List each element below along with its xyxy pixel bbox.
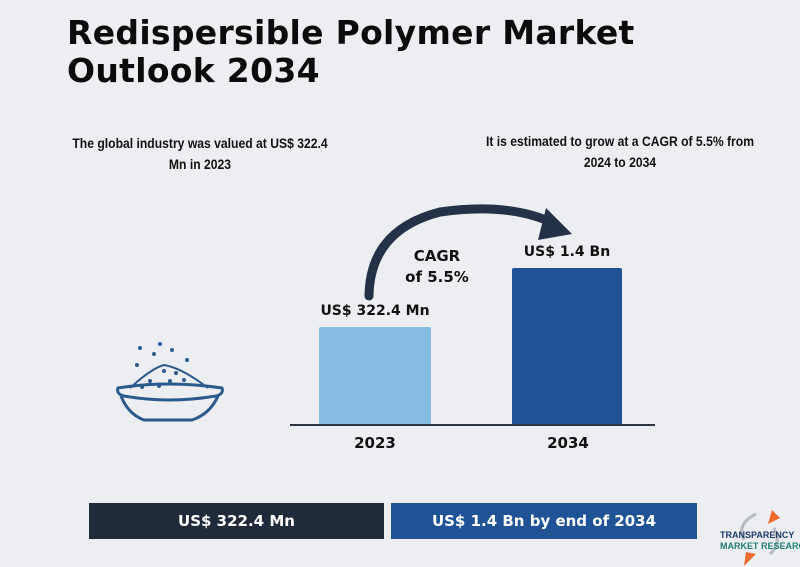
cagr-value: of 5.5% [405,268,469,286]
bar-2034 [512,268,622,425]
powder-bowl-icon [116,342,224,422]
data-label-2023: US$ 322.4 Mn [320,303,430,320]
value-box-2034: US$ 1.4 Bn by end of 2034 [391,503,697,539]
summary-left: The global industry was valued at US$ 32… [72,136,328,172]
cagr-label: CAGR [413,247,461,265]
title-line-2: Outlook 2034 [67,51,320,90]
logo-text-2: MARKET RESEARCH [720,541,800,551]
x-tick-2034: 2034 [547,434,589,452]
x-tick-2023: 2023 [354,434,396,452]
x-axis-line [290,424,655,426]
data-label-2034: US$ 1.4 Bn [523,244,611,260]
summary-right: It is estimated to grow at a CAGR of 5.5… [485,134,755,170]
title-line-1: Redispersible Polymer Market [67,13,635,52]
cagr-annotation: CAGR of 5.5% [392,246,482,288]
bar-2023 [319,327,431,425]
curved-arrow-icon [364,204,572,301]
page-title: Redispersible Polymer Market Outlook 203… [67,14,635,90]
value-box-2023: US$ 322.4 Mn [89,503,384,539]
company-logo: TRANSPARENCY MARKET RESEARCH [718,510,800,566]
logo-text-1: TRANSPARENCY [720,530,795,540]
